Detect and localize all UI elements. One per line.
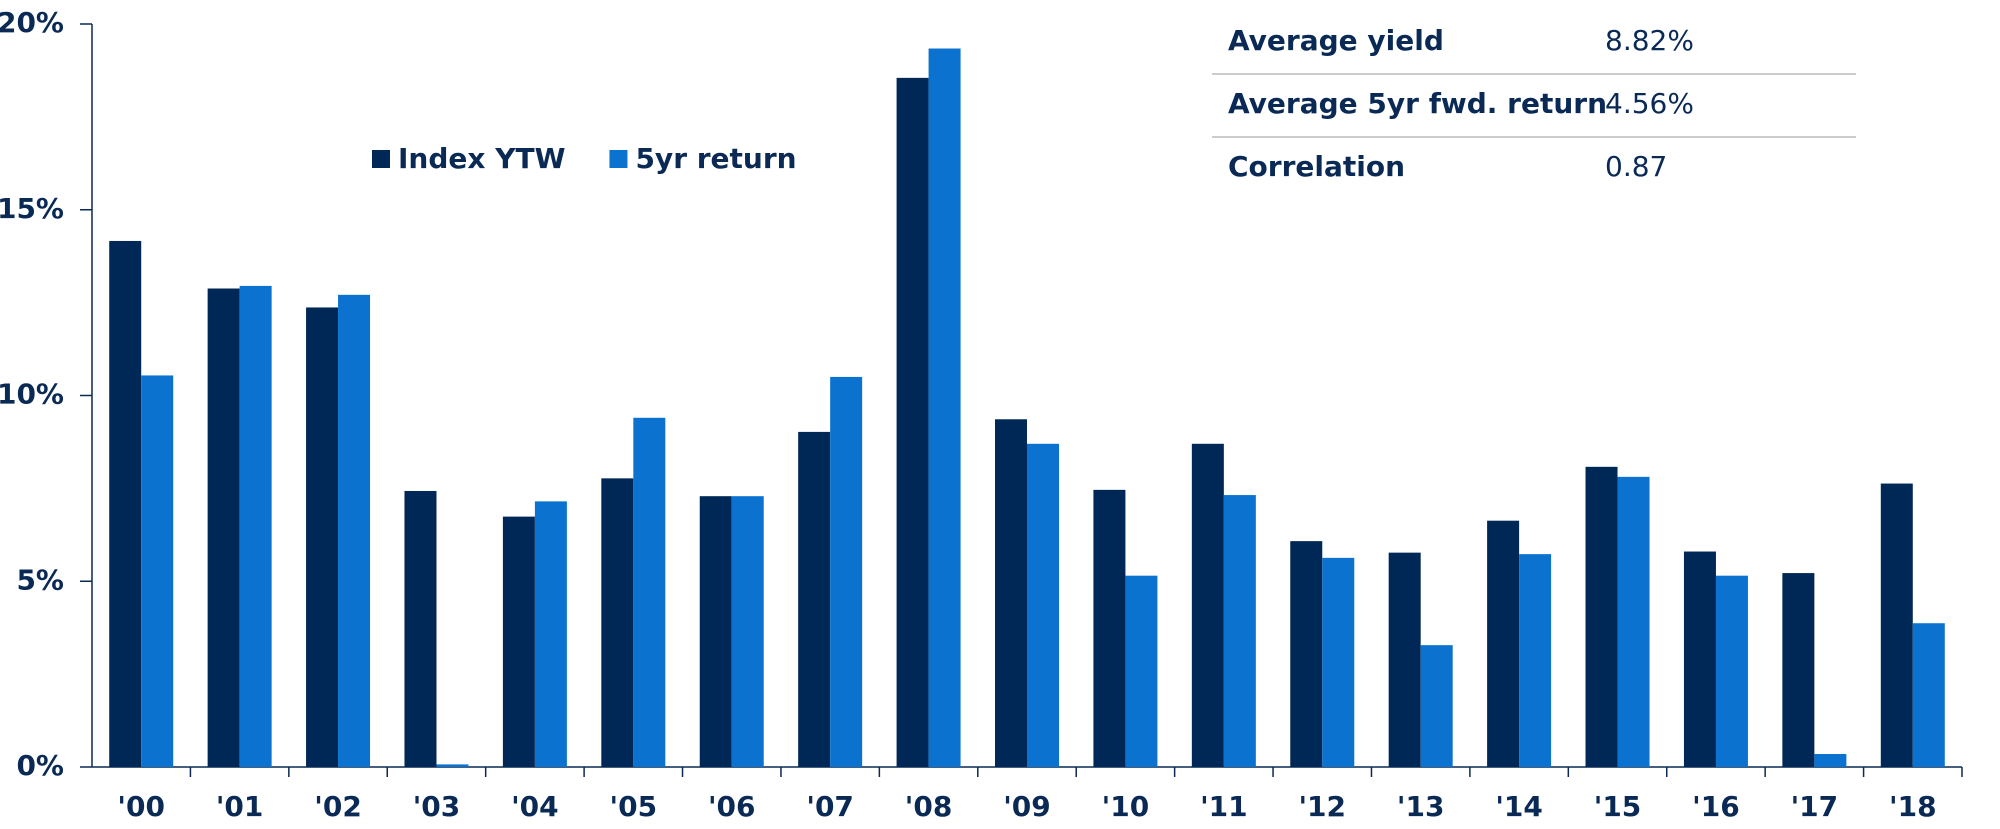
bar [306, 307, 339, 767]
bar [1093, 489, 1126, 767]
table-value: 0.87 [1605, 150, 1667, 183]
x-tick-label: '08 [905, 790, 953, 823]
x-tick-label: '09 [1003, 790, 1051, 823]
bar [1912, 623, 1945, 767]
bar [896, 77, 929, 768]
bar [1814, 753, 1847, 767]
bar [1322, 557, 1355, 767]
x-tick-label: '06 [708, 790, 756, 823]
x-tick-label: '17 [1791, 790, 1839, 823]
table-value: 4.56% [1605, 87, 1694, 120]
y-tick-label: 10% [0, 378, 64, 411]
x-tick-label: '03 [413, 790, 461, 823]
bar [1290, 541, 1323, 767]
x-tick-label: '01 [216, 790, 264, 823]
x-tick-label: '10 [1102, 790, 1150, 823]
bar [830, 376, 863, 767]
bar [1782, 573, 1815, 767]
bar [338, 294, 371, 767]
bar [1125, 575, 1158, 767]
bar [1388, 552, 1421, 767]
bar [928, 48, 961, 768]
x-tick-label: '04 [511, 790, 559, 823]
bar [731, 496, 764, 767]
bar [995, 419, 1027, 767]
bar [502, 516, 535, 767]
legend-swatch [372, 150, 390, 168]
bar [1191, 443, 1224, 767]
x-tick-label: '18 [1889, 790, 1937, 823]
bar [699, 496, 732, 767]
bar [1487, 520, 1520, 767]
bar [239, 285, 272, 767]
bar [1880, 483, 1913, 767]
x-tick-label: '14 [1495, 790, 1543, 823]
legend-label: Index YTW [398, 142, 566, 175]
legend-label: 5yr return [635, 142, 796, 175]
bar [534, 501, 567, 767]
bar [436, 764, 469, 767]
legend-swatch [609, 150, 628, 168]
table-label: Average yield [1228, 24, 1444, 57]
y-tick-label: 15% [0, 192, 64, 225]
bar [633, 417, 666, 767]
table-value: 8.82% [1605, 24, 1694, 57]
bar [109, 240, 142, 767]
x-tick-label: '07 [806, 790, 854, 823]
x-tick-label: '11 [1200, 790, 1248, 823]
bar [1585, 466, 1618, 767]
bar [1683, 551, 1716, 767]
bar [1715, 575, 1748, 767]
bar [207, 288, 240, 767]
y-tick-label: 5% [16, 563, 64, 596]
bar [798, 431, 831, 767]
x-tick-label: '13 [1397, 790, 1445, 823]
y-tick-label: 20% [0, 6, 64, 39]
x-tick-label: '16 [1692, 790, 1740, 823]
table-label: Average 5yr fwd. return [1228, 87, 1607, 120]
bar [1617, 476, 1650, 767]
x-tick-label: '15 [1594, 790, 1642, 823]
y-tick-label: 0% [16, 749, 64, 782]
x-tick-label: '12 [1298, 790, 1346, 823]
table-label: Correlation [1228, 150, 1405, 183]
bar [1027, 443, 1059, 767]
x-tick-label: '00 [117, 790, 165, 823]
bar [1223, 495, 1256, 767]
bar [404, 490, 437, 767]
bar [1519, 554, 1552, 767]
x-tick-label: '02 [314, 790, 362, 823]
bar [1420, 645, 1453, 767]
bar [141, 375, 174, 767]
bar [601, 478, 634, 767]
x-tick-label: '05 [610, 790, 658, 823]
